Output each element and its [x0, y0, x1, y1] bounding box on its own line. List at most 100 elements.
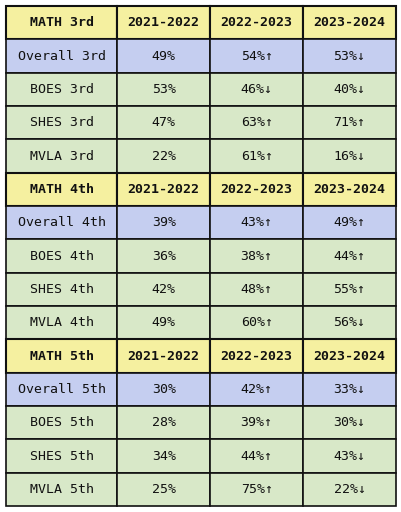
Bar	[117, 473, 210, 506]
Bar	[117, 273, 210, 306]
Text: 25%: 25%	[151, 483, 175, 496]
Text: 42%: 42%	[151, 283, 175, 296]
Text: 49%↑: 49%↑	[333, 216, 365, 229]
Text: 2023-2024: 2023-2024	[313, 183, 385, 196]
Bar	[6, 473, 117, 506]
Text: 47%: 47%	[151, 116, 175, 129]
Bar	[117, 73, 210, 106]
Text: 61%↑: 61%↑	[240, 150, 272, 162]
Bar	[117, 406, 210, 439]
Text: 2021-2022: 2021-2022	[128, 183, 199, 196]
Text: 42%↑: 42%↑	[240, 383, 272, 396]
Text: MATH 5th: MATH 5th	[30, 350, 93, 362]
Bar	[210, 106, 302, 139]
Bar	[302, 139, 395, 173]
Bar	[117, 339, 210, 373]
Bar	[210, 239, 302, 273]
Text: 30%↓: 30%↓	[333, 416, 365, 429]
Text: 55%↑: 55%↑	[333, 283, 365, 296]
Text: 38%↑: 38%↑	[240, 249, 272, 263]
Text: 49%: 49%	[151, 50, 175, 62]
Text: 63%↑: 63%↑	[240, 116, 272, 129]
Bar	[210, 39, 302, 73]
Bar	[210, 139, 302, 173]
Bar	[210, 273, 302, 306]
Text: 43%↓: 43%↓	[333, 450, 365, 462]
Bar	[210, 406, 302, 439]
Bar	[6, 6, 117, 39]
Bar	[6, 39, 117, 73]
Bar	[210, 173, 302, 206]
Text: MVLA 4th: MVLA 4th	[30, 316, 93, 329]
Text: 40%↓: 40%↓	[333, 83, 365, 96]
Bar	[302, 73, 395, 106]
Text: 71%↑: 71%↑	[333, 116, 365, 129]
Text: 39%: 39%	[151, 216, 175, 229]
Bar	[302, 439, 395, 473]
Text: 53%↓: 53%↓	[333, 50, 365, 62]
Text: 46%↓: 46%↓	[240, 83, 272, 96]
Text: BOES 3rd: BOES 3rd	[30, 83, 93, 96]
Bar	[6, 373, 117, 406]
Text: 75%↑: 75%↑	[240, 483, 272, 496]
Text: 2022-2023: 2022-2023	[220, 183, 292, 196]
Bar	[210, 73, 302, 106]
Bar	[210, 306, 302, 339]
Text: 44%↑: 44%↑	[240, 450, 272, 462]
Bar	[302, 339, 395, 373]
Bar	[117, 139, 210, 173]
Bar	[6, 106, 117, 139]
Text: BOES 5th: BOES 5th	[30, 416, 93, 429]
Text: 48%↑: 48%↑	[240, 283, 272, 296]
Bar	[302, 473, 395, 506]
Text: 2021-2022: 2021-2022	[128, 350, 199, 362]
Text: Overall 4th: Overall 4th	[18, 216, 105, 229]
Bar	[210, 473, 302, 506]
Text: 16%↓: 16%↓	[333, 150, 365, 162]
Bar	[117, 6, 210, 39]
Bar	[117, 173, 210, 206]
Bar	[210, 206, 302, 239]
Text: SHES 5th: SHES 5th	[30, 450, 93, 462]
Text: 60%↑: 60%↑	[240, 316, 272, 329]
Bar	[302, 306, 395, 339]
Bar	[6, 173, 117, 206]
Bar	[6, 139, 117, 173]
Text: MVLA 3rd: MVLA 3rd	[30, 150, 93, 162]
Text: 56%↓: 56%↓	[333, 316, 365, 329]
Text: 34%: 34%	[151, 450, 175, 462]
Text: 36%: 36%	[151, 249, 175, 263]
Text: 44%↑: 44%↑	[333, 249, 365, 263]
Bar	[6, 339, 117, 373]
Text: 22%: 22%	[151, 150, 175, 162]
Text: 2021-2022: 2021-2022	[128, 16, 199, 29]
Text: 54%↑: 54%↑	[240, 50, 272, 62]
Bar	[117, 206, 210, 239]
Bar	[302, 273, 395, 306]
Text: 43%↑: 43%↑	[240, 216, 272, 229]
Bar	[210, 339, 302, 373]
Text: MATH 4th: MATH 4th	[30, 183, 93, 196]
Bar	[6, 73, 117, 106]
Bar	[302, 6, 395, 39]
Text: SHES 3rd: SHES 3rd	[30, 116, 93, 129]
Bar	[210, 373, 302, 406]
Bar	[302, 406, 395, 439]
Bar	[6, 439, 117, 473]
Bar	[302, 173, 395, 206]
Bar	[6, 206, 117, 239]
Bar	[302, 373, 395, 406]
Bar	[117, 373, 210, 406]
Bar	[302, 106, 395, 139]
Text: 30%: 30%	[151, 383, 175, 396]
Text: Overall 3rd: Overall 3rd	[18, 50, 105, 62]
Text: 33%↓: 33%↓	[333, 383, 365, 396]
Text: 2023-2024: 2023-2024	[313, 350, 385, 362]
Bar	[302, 206, 395, 239]
Bar	[117, 106, 210, 139]
Text: 2023-2024: 2023-2024	[313, 16, 385, 29]
Bar	[6, 306, 117, 339]
Text: 2022-2023: 2022-2023	[220, 350, 292, 362]
Bar	[6, 273, 117, 306]
Text: BOES 4th: BOES 4th	[30, 249, 93, 263]
